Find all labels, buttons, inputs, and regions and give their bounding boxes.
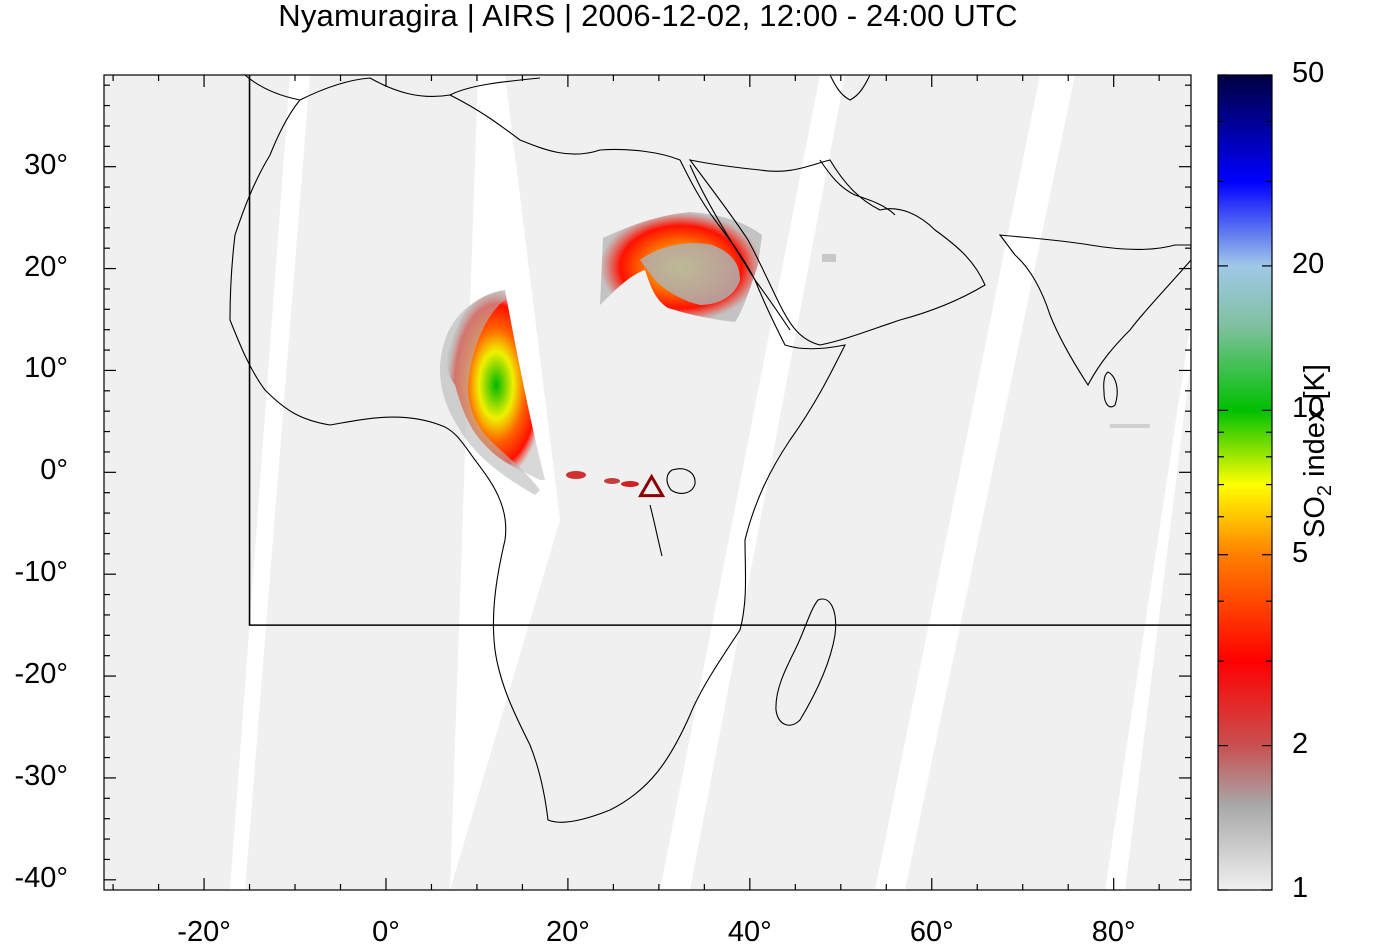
coastline-arabia <box>688 159 986 346</box>
colorbar-title: SO2 index [K] <box>1299 364 1336 538</box>
region-box <box>248 75 1191 626</box>
colorbar <box>1217 74 1273 891</box>
swath-1 <box>104 75 290 890</box>
coastline-persian-gulf <box>819 159 896 216</box>
volcano-marker-nyamuragira <box>637 473 666 498</box>
lat-tick-label: 20° <box>24 250 68 283</box>
lon-tick-label: 80° <box>1091 916 1136 948</box>
colorbar-tick-label: 50 <box>1292 57 1325 89</box>
coastline-india <box>998 234 1191 387</box>
axis-ticks <box>104 75 1191 890</box>
coastline-redsea <box>689 164 791 331</box>
lon-tick-label: 40° <box>727 916 772 948</box>
coastline-srilanka <box>1103 371 1118 408</box>
so2-plumes <box>440 212 1150 495</box>
lat-tick-label: 10° <box>24 352 68 385</box>
coastline-caspian <box>829 75 871 101</box>
colorbar-tick-label: 1 <box>1292 872 1309 904</box>
coastline-africa <box>229 77 846 823</box>
lat-tick-label: -20° <box>14 658 68 691</box>
coastline-madagascar <box>775 598 837 726</box>
plume-central-1 <box>566 471 586 479</box>
map-plot-area <box>104 75 1191 890</box>
swath-5 <box>905 75 1191 890</box>
colorbar-tick-label: 2 <box>1292 727 1309 760</box>
lat-tick-label: 30° <box>24 148 68 181</box>
lat-tick-label: 0° <box>40 454 68 487</box>
lat-tick-label: -10° <box>14 556 68 589</box>
plume-west-halo <box>440 290 540 495</box>
lat-tick-label: -30° <box>14 759 68 792</box>
coastline-lake-tanganyika <box>649 504 663 557</box>
lon-tick-label: 60° <box>909 916 954 948</box>
coastline-lake-victoria <box>666 468 696 494</box>
map-title: Nyamuragira | AIRS | 2006-12-02, 12:00 -… <box>278 0 1018 33</box>
colorbar-tick-label: 5 <box>1292 536 1309 569</box>
plume-east-speck <box>1110 424 1150 428</box>
colorbar-tick-label: 20 <box>1292 247 1325 280</box>
lon-tick-label: 20° <box>545 916 590 948</box>
plot-frame <box>103 74 1192 891</box>
plume-arabia-speck <box>822 254 836 262</box>
lon-tick-label: 0° <box>372 916 400 948</box>
lat-tick-label: -40° <box>14 861 68 894</box>
lon-tick-label: -20° <box>177 916 231 948</box>
swath-4 <box>690 75 1040 890</box>
plume-sahel-inner <box>640 243 740 305</box>
coastlines <box>229 75 1191 823</box>
colorbar-tick-label: 10 <box>1292 392 1325 425</box>
plume-central-2 <box>604 478 620 484</box>
colorbar-ticks <box>1218 74 1272 891</box>
plume-central-3 <box>621 481 639 487</box>
swath-2 <box>245 75 478 890</box>
